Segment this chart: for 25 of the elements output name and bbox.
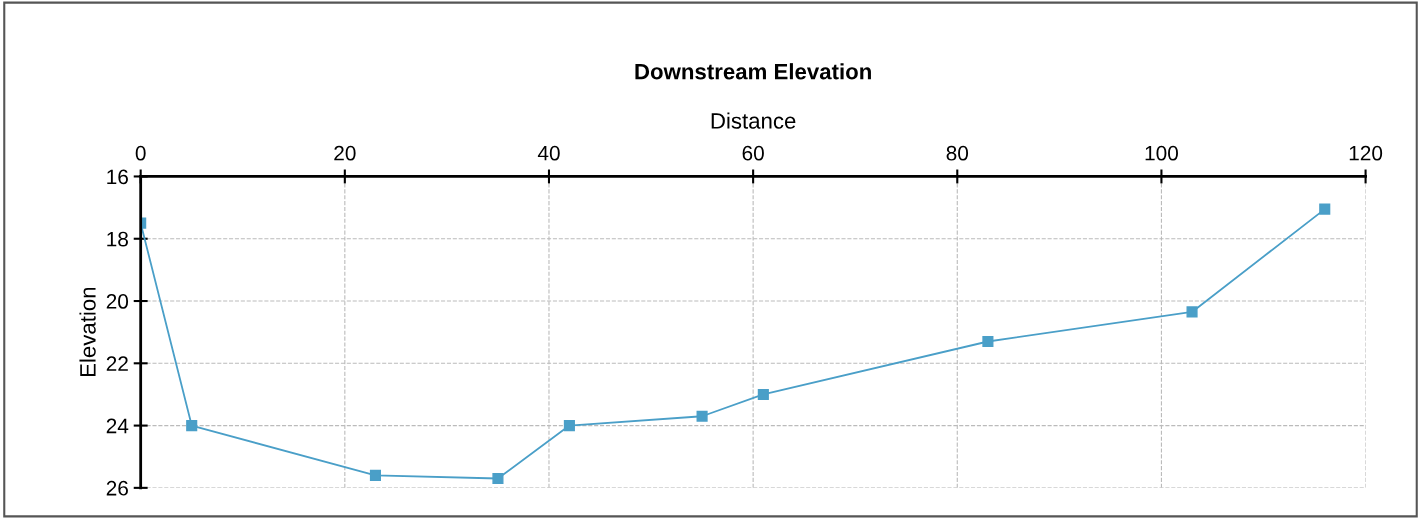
x-tick-label: 120 xyxy=(1349,145,1383,161)
point xyxy=(696,410,708,422)
chart-title: Downstream Elevation xyxy=(635,63,871,80)
y-axis-title: Elevation xyxy=(79,287,96,377)
x-tick-label: 60 xyxy=(742,145,764,161)
point xyxy=(186,420,198,432)
x-tick-label: 80 xyxy=(946,145,969,161)
point xyxy=(1319,203,1331,215)
y-tick-label: 24 xyxy=(106,418,129,434)
x-tick-label: 40 xyxy=(537,145,560,161)
y-tick-label: 22 xyxy=(106,356,128,371)
point xyxy=(1186,306,1198,318)
point xyxy=(492,472,504,485)
x-tick-label: 100 xyxy=(1145,145,1178,161)
point xyxy=(563,420,575,432)
x-tick-label: 20 xyxy=(334,145,356,161)
y-tick-label: 18 xyxy=(107,231,128,247)
y-tick-label: 26 xyxy=(106,480,128,496)
y-tick-label: 20 xyxy=(106,294,129,309)
point xyxy=(982,335,994,348)
y-tick-label: 16 xyxy=(107,169,128,185)
point xyxy=(757,388,769,400)
x-tick-label: 0 xyxy=(135,145,146,161)
point xyxy=(369,469,382,481)
x-axis-title: Distance xyxy=(711,112,796,129)
